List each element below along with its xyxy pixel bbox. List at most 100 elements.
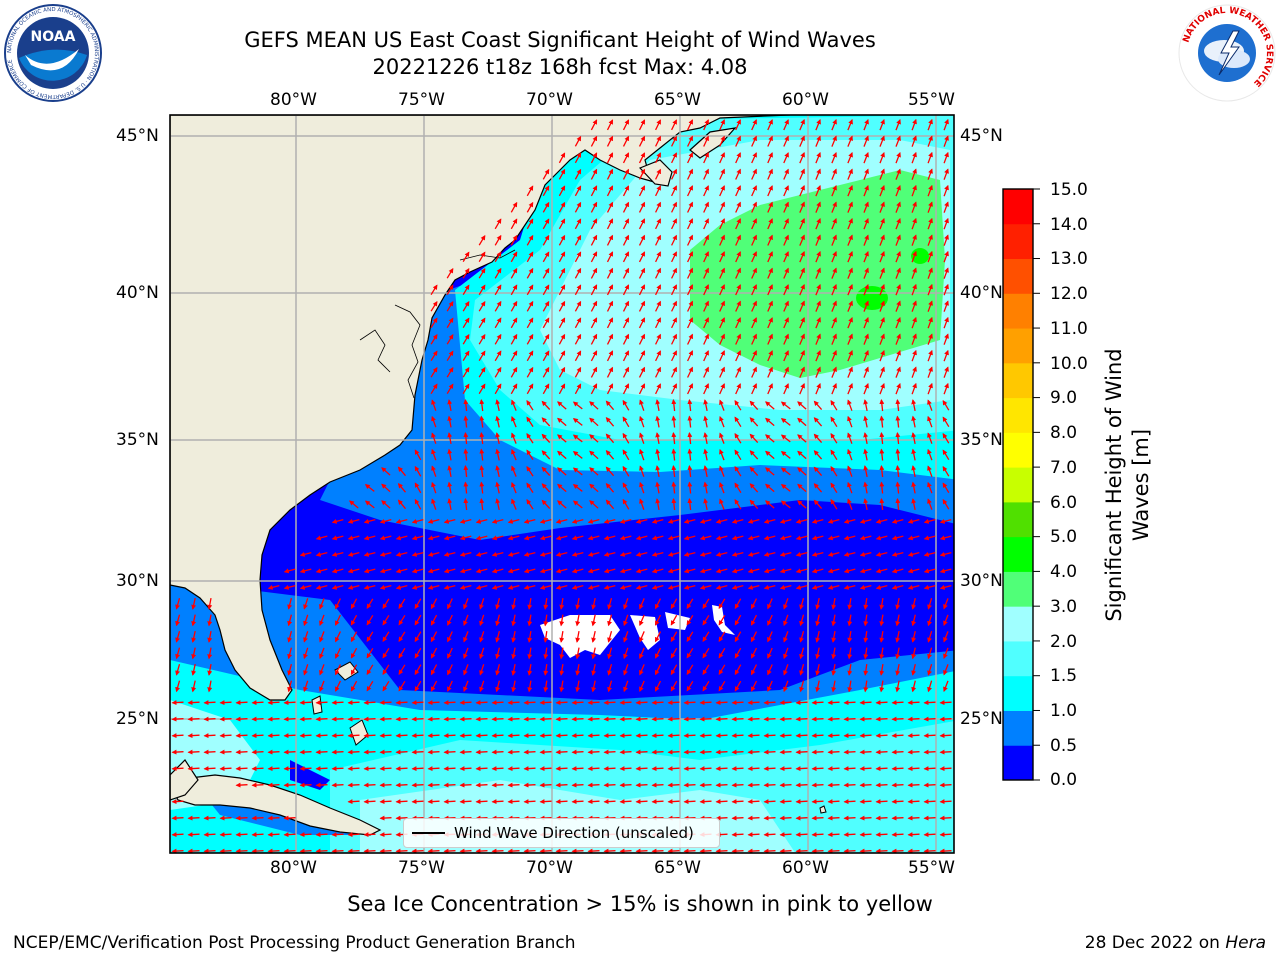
wave-direction-arrow [879,217,885,230]
wave-direction-arrow [731,733,744,739]
wave-direction-arrow [446,366,454,378]
wave-direction-arrow [879,300,885,312]
wave-direction-arrow [811,832,824,838]
map-area [170,115,954,853]
wave-direction-arrow [315,782,328,788]
wave-direction-arrow [843,815,856,821]
wave-direction-arrow [783,267,789,279]
wave-direction-arrow [541,400,551,410]
wave-direction-arrow [622,317,630,329]
wave-direction-arrow [719,119,725,131]
wave-direction-arrow [235,766,248,772]
wave-direction-arrow [526,482,534,493]
wave-direction-arrow [687,234,693,246]
wave-direction-arrow [414,498,422,510]
wave-direction-arrow [943,184,949,197]
wave-direction-arrow [381,467,391,476]
wave-direction-arrow [879,234,885,246]
wave-direction-arrow [283,716,296,722]
wave-direction-arrow [381,483,391,493]
wave-direction-arrow [734,465,742,477]
wave-direction-arrow [347,733,360,739]
wave-direction-arrow [715,799,728,805]
wave-direction-arrow [799,151,805,164]
wave-direction-arrow [443,782,456,788]
wave-direction-arrow [687,432,693,445]
wind-wave-arrows [171,118,952,853]
wave-direction-arrow [331,749,344,755]
wave-direction-arrow [847,168,853,180]
wave-direction-arrow [859,749,872,755]
wave-direction-arrow [510,201,518,213]
wave-direction-arrow [478,284,486,296]
wave-direction-arrow [719,201,725,213]
wave-direction-arrow [571,716,584,722]
wave-direction-arrow [799,316,805,329]
wave-direction-arrow [443,716,456,722]
wave-direction-arrow [747,733,760,739]
wave-direction-arrow [363,716,376,722]
wave-direction-arrow [735,284,741,296]
wave-direction-arrow [347,848,360,853]
wave-direction-arrow [605,483,615,493]
wave-direction-arrow [507,782,520,788]
wave-direction-arrow [923,733,936,739]
wave-direction-arrow [331,782,344,788]
wave-direction-arrow [606,333,614,345]
wave-direction-arrow [571,733,584,739]
wave-direction-arrow [622,300,630,312]
wave-direction-arrow [699,799,712,805]
wave-direction-arrow [751,284,757,296]
wave-direction-arrow [574,251,582,263]
wave-direction-arrow [510,218,518,230]
wave-direction-arrow [589,417,599,427]
wave-direction-arrow [478,234,486,246]
wave-direction-arrow [638,201,646,213]
wave-direction-arrow [462,366,470,378]
wave-direction-arrow [526,218,534,230]
wave-direction-arrow [379,749,392,755]
wave-direction-arrow [879,448,885,461]
wave-direction-arrow [571,848,584,853]
wave-direction-arrow [606,383,614,395]
wave-direction-arrow [703,234,709,246]
wave-direction-arrow [622,135,630,147]
wave-direction-arrow [414,449,422,461]
wave-direction-arrow [783,251,789,263]
wave-direction-arrow [815,151,821,164]
wave-direction-arrow [667,716,680,722]
wave-direction-arrow [703,218,709,230]
wave-direction-arrow [427,733,440,739]
wave-direction-arrow [542,267,550,279]
wave-direction-arrow [411,799,424,805]
wave-direction-arrow [603,749,616,755]
colorbar-swatch [1003,536,1033,572]
wave-direction-arrow [763,700,776,706]
wave-direction-arrow [797,417,807,427]
wave-direction-arrow [655,284,661,296]
wave-direction-arrow [574,201,582,213]
wave-direction-arrow [571,749,584,755]
wave-direction-arrow [622,119,630,131]
wave-direction-arrow [606,185,614,197]
wave-direction-arrow [863,118,869,131]
wave-direction-arrow [765,417,775,427]
wave-direction-arrow [495,498,501,511]
wave-direction-arrow [879,333,885,345]
wave-direction-arrow [831,118,837,131]
wave-direction-arrow [523,700,536,706]
wave-direction-arrow [815,184,821,197]
wave-direction-arrow [891,716,904,722]
wave-direction-arrow [863,465,869,478]
lon-label-bottom-55w: 55°W [908,858,955,878]
wave-direction-arrow [671,168,677,180]
wave-direction-arrow [462,267,470,279]
wave-direction-arrow [462,284,470,296]
wave-direction-arrow [606,135,614,147]
wave-direction-arrow [943,267,949,279]
wave-direction-arrow [622,350,630,362]
wave-direction-arrow [299,848,312,853]
wave-direction-arrow [446,300,454,312]
wave-direction-arrow [687,168,693,180]
wave-direction-arrow [558,350,566,362]
